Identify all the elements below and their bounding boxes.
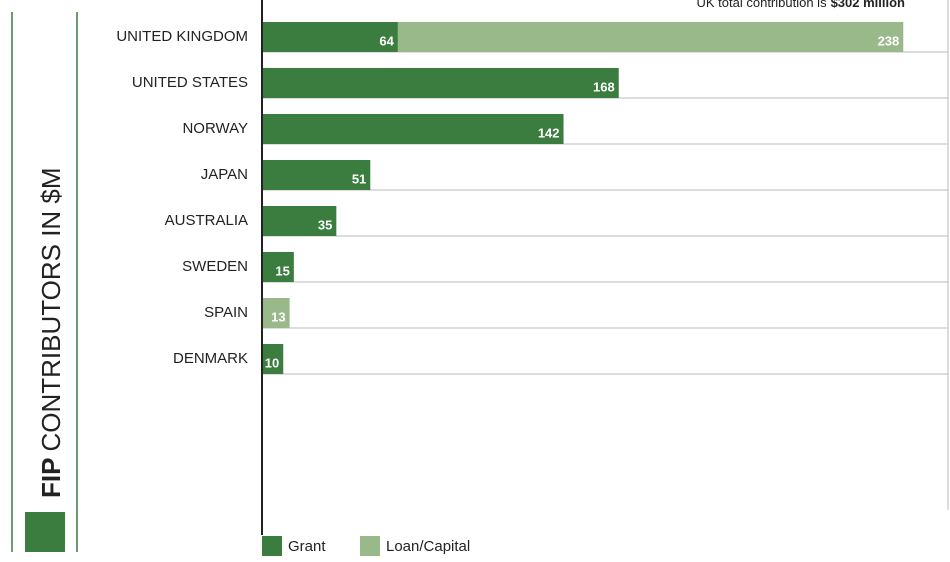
bar-segment bbox=[262, 252, 294, 282]
category-label: SWEDEN bbox=[182, 258, 248, 275]
legend-swatch bbox=[360, 536, 380, 556]
title-square bbox=[25, 512, 65, 552]
value-label: 64 bbox=[379, 33, 394, 48]
bar-segment bbox=[262, 160, 371, 190]
bar-segment bbox=[262, 344, 284, 374]
category-label: DENMARK bbox=[173, 350, 248, 367]
category-label: NORWAY bbox=[182, 120, 248, 137]
legend-swatch bbox=[262, 536, 282, 556]
value-label: 238 bbox=[878, 33, 900, 48]
annotation-text: UK total contribution is bbox=[697, 0, 828, 10]
title-rest: CONTRIBUTORS IN $M bbox=[36, 167, 66, 451]
category-label: UNITED STATES bbox=[132, 74, 248, 91]
bar-segment bbox=[262, 298, 290, 328]
category-label: JAPAN bbox=[201, 166, 248, 183]
annotation-highlight: $302 million bbox=[831, 0, 905, 10]
bar-segment bbox=[262, 22, 398, 52]
bar-segment bbox=[262, 206, 337, 236]
title-bold: FIP bbox=[36, 458, 66, 498]
category-label: SPAIN bbox=[204, 304, 248, 321]
value-label: 13 bbox=[271, 309, 285, 324]
bar-segment bbox=[262, 114, 564, 144]
bar-segment bbox=[397, 22, 904, 52]
value-label: 51 bbox=[352, 171, 366, 186]
value-label: 15 bbox=[275, 263, 289, 278]
value-label: 35 bbox=[318, 217, 332, 232]
category-label: UNITED KINGDOM bbox=[116, 28, 248, 45]
chart-title: FIP CONTRIBUTORS IN $M bbox=[36, 167, 66, 498]
bar-segment bbox=[262, 68, 619, 98]
annotation: UK total contribution is $302 million bbox=[697, 0, 906, 10]
legend-label: Loan/Capital bbox=[386, 538, 470, 555]
value-label: 10 bbox=[265, 355, 279, 370]
value-label: 142 bbox=[538, 125, 560, 140]
value-label: 168 bbox=[593, 79, 615, 94]
legend-label: Grant bbox=[288, 538, 326, 555]
category-label: AUSTRALIA bbox=[165, 212, 248, 229]
